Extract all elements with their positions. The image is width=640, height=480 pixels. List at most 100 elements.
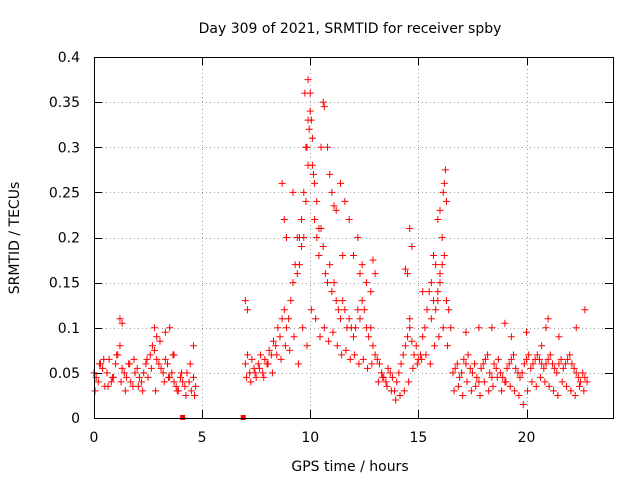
data-point <box>387 387 395 395</box>
data-point <box>289 279 297 287</box>
data-point <box>104 382 112 390</box>
data-point <box>282 324 290 332</box>
data-point <box>386 369 394 377</box>
data-point <box>268 369 276 377</box>
data-point <box>100 355 108 363</box>
data-point <box>369 256 377 264</box>
data-point <box>332 297 340 305</box>
data-point <box>122 373 130 381</box>
data-point <box>520 360 528 368</box>
data-point <box>472 382 480 390</box>
data-point <box>497 369 505 377</box>
data-point <box>300 234 308 241</box>
data-point <box>293 234 301 241</box>
data-point <box>488 324 496 332</box>
data-point <box>113 351 121 359</box>
data-point <box>280 215 288 223</box>
data-point <box>541 378 549 386</box>
data-point <box>241 297 249 305</box>
data-point <box>306 107 314 115</box>
data-point <box>533 351 541 359</box>
data-point <box>511 387 519 395</box>
data-point <box>99 364 107 372</box>
data-point <box>525 351 533 359</box>
data-point <box>329 328 337 336</box>
data-point <box>559 364 567 372</box>
data-point <box>489 382 497 390</box>
data-point <box>103 369 111 377</box>
data-point <box>166 324 174 332</box>
data-point <box>395 369 403 377</box>
data-point <box>365 333 373 341</box>
y-tick-label: 0.3 <box>58 140 80 156</box>
data-point <box>523 328 530 336</box>
data-point <box>440 252 448 260</box>
data-point <box>548 360 556 368</box>
x-tick-label: 10 <box>301 430 319 446</box>
data-point <box>557 355 565 363</box>
data-point <box>185 378 193 386</box>
data-point <box>118 364 126 372</box>
data-point <box>312 315 320 323</box>
data-point <box>177 373 184 381</box>
data-point <box>484 351 492 359</box>
data-point <box>281 342 289 350</box>
data-point <box>259 369 267 377</box>
data-point <box>107 378 115 386</box>
data-point <box>277 355 285 363</box>
data-point <box>264 360 272 368</box>
data-point <box>503 364 511 372</box>
data-point <box>152 387 160 395</box>
data-point <box>244 351 252 359</box>
data-point <box>438 234 446 241</box>
data-point <box>492 364 500 372</box>
data-point <box>143 355 151 363</box>
data-point <box>512 364 520 372</box>
data-point <box>153 333 161 341</box>
data-point <box>274 324 282 332</box>
data-point <box>116 315 124 323</box>
data-point <box>276 333 284 341</box>
data-point <box>542 324 550 332</box>
data-point <box>356 270 364 278</box>
data-point <box>342 346 350 354</box>
y-tick-label: 0 <box>71 411 80 427</box>
data-point <box>112 360 120 368</box>
data-point <box>374 378 382 386</box>
data-point <box>515 391 523 399</box>
data-point <box>133 364 141 372</box>
y-axis-label: SRMTID / TECUs <box>7 182 23 295</box>
grid <box>94 57 613 418</box>
data-point <box>439 324 447 332</box>
data-point <box>453 360 461 368</box>
data-point <box>551 364 559 372</box>
data-point <box>493 373 501 381</box>
data-point <box>480 378 488 386</box>
data-point <box>468 369 476 377</box>
data-point <box>315 252 323 260</box>
data-point <box>422 351 430 359</box>
data-point <box>350 333 357 341</box>
data-point <box>507 333 515 341</box>
chart-title: Day 309 of 2021, SRMTID for receiver spb… <box>199 21 502 37</box>
data-point <box>501 319 509 327</box>
data-point <box>282 234 290 241</box>
data-point <box>440 179 448 187</box>
data-point <box>555 333 563 341</box>
data-point <box>523 355 530 363</box>
data-point <box>108 373 116 381</box>
data-point <box>302 197 310 205</box>
data-point <box>555 360 563 368</box>
data-point <box>463 378 471 386</box>
data-point <box>544 315 552 323</box>
data-point <box>186 360 194 368</box>
data-point <box>449 369 457 377</box>
data-point <box>419 288 427 296</box>
data-point <box>350 252 357 260</box>
data-point <box>345 215 353 223</box>
data-point <box>333 342 341 350</box>
data-point <box>561 360 569 368</box>
data-point <box>413 360 421 368</box>
data-point <box>566 351 574 359</box>
